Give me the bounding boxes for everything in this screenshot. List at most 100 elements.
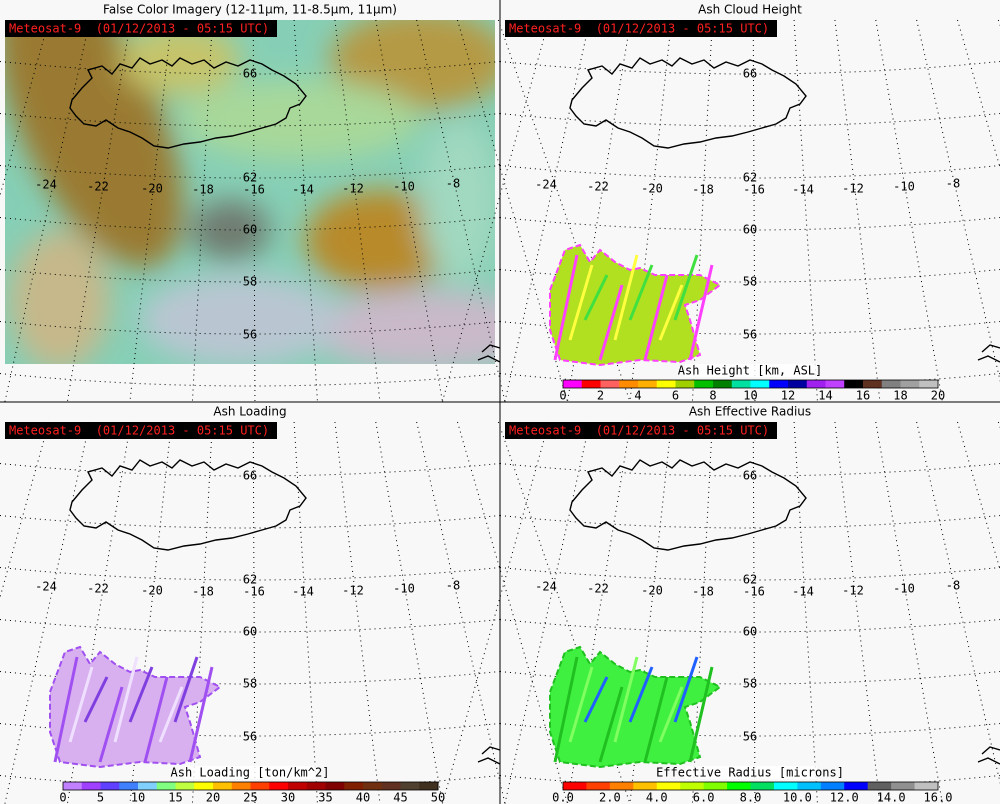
colorbar-tick-label: 2 (597, 389, 604, 403)
lon-label: -24 (535, 580, 557, 594)
graticule (499, 269, 1000, 283)
lat-label: 56 (743, 328, 757, 342)
ash-streak (598, 686, 624, 763)
lat-label: 62 (743, 171, 757, 185)
colorbar-tick-label: 5 (97, 791, 104, 804)
colorbar-tick-label: 40 (356, 791, 370, 804)
lat-label: 56 (243, 328, 257, 342)
colorbar-swatch (400, 782, 420, 790)
colorbar-label: Effective Radius [microns] (656, 766, 844, 780)
graticule (441, 19, 550, 403)
ash-streak (643, 274, 669, 361)
colorbar-swatch (638, 380, 658, 388)
lon-label: -16 (743, 585, 765, 599)
colorbar-tick-label: 4.0 (646, 791, 668, 804)
lat-label: 60 (243, 625, 257, 639)
colorbar-swatch (619, 380, 639, 388)
panel-title: Ash Effective Radius (689, 405, 811, 419)
colorbar-swatch (773, 782, 798, 790)
graticule (0, 61, 501, 75)
colorbar-tick-label: 6 (672, 389, 679, 403)
ash-streak (688, 264, 714, 361)
graticule (441, 421, 550, 804)
lon-label: -8 (946, 177, 960, 191)
graticule (0, 217, 501, 231)
colorbar-swatch (881, 380, 901, 388)
colorbar-tick-label: 10.0 (783, 791, 812, 804)
colorbar-tick-label: 10 (743, 389, 757, 403)
colorbar-swatch (563, 782, 587, 790)
coastline (69, 57, 307, 149)
lon-label: -12 (842, 584, 864, 598)
ash-streak (598, 284, 624, 361)
panel-title: Ash Loading (213, 405, 286, 419)
ash-streak (688, 666, 714, 763)
coastline (69, 459, 307, 551)
colorbar-label-bg (185, 766, 317, 779)
graticule (0, 321, 501, 335)
badge-bg (5, 20, 277, 37)
lat-label: 58 (743, 275, 757, 289)
ash-streak (113, 656, 139, 743)
lat-label: 62 (743, 573, 757, 587)
colorbar-swatch (633, 782, 658, 790)
coastline (477, 344, 501, 363)
graticule (499, 463, 1000, 477)
colorbar-tick-label: 0 (59, 791, 66, 804)
ash-streak (143, 676, 169, 763)
lon-label: -8 (446, 177, 460, 191)
colorbar-swatch (919, 380, 939, 388)
graticule (0, 671, 501, 685)
colorbar-label: Ash Loading [ton/km^2] (171, 766, 330, 780)
lon-label: -16 (243, 585, 265, 599)
ash-streak (188, 666, 214, 763)
ash-streak (173, 656, 199, 723)
lon-label: -16 (743, 183, 765, 197)
lat-label: 58 (243, 275, 257, 289)
lon-label: -22 (587, 180, 609, 194)
colorbar-swatch (119, 782, 139, 790)
lon-label: -20 (141, 182, 163, 196)
panel-title: Ash Cloud Height (698, 3, 802, 17)
ash-streak (83, 676, 109, 723)
timestamp-badge: Meteosat-9 (01/12/2013 - 05:15 UTC) (509, 22, 769, 36)
graticule (499, 321, 1000, 335)
coastline (977, 344, 1000, 363)
lon-label: -8 (946, 579, 960, 593)
lon-label: -18 (692, 585, 714, 599)
graticule (334, 421, 381, 804)
colorbar-swatch (600, 380, 620, 388)
lon-label: -22 (587, 582, 609, 596)
graticule (0, 723, 501, 737)
timestamp-badge: Meteosat-9 (01/12/2013 - 05:15 UTC) (9, 424, 269, 438)
ash-streak (673, 254, 699, 321)
graticule (0, 515, 501, 529)
colorbar-swatch (750, 380, 770, 388)
colorbar-tick-label: 16 (856, 389, 870, 403)
graticule (834, 19, 881, 403)
lon-label: -22 (87, 180, 109, 194)
ash-streak (613, 254, 639, 341)
colorbar-swatch (694, 380, 714, 388)
colorbar-swatch (863, 380, 883, 388)
lon-label: -18 (192, 585, 214, 599)
lat-label: 60 (243, 223, 257, 237)
lat-label: 56 (243, 730, 257, 744)
timestamp-badge: Meteosat-9 (01/12/2013 - 05:15 UTC) (9, 22, 269, 36)
lon-label: -10 (393, 582, 415, 596)
colorbar-swatch (288, 782, 308, 790)
colorbar-swatch (769, 380, 789, 388)
timestamp-badge: Meteosat-9 (01/12/2013 - 05:15 UTC) (509, 424, 769, 438)
graticule (0, 269, 501, 283)
lat-label: 66 (243, 469, 257, 483)
graticule (499, 515, 1000, 529)
colorbar-swatch (419, 782, 439, 790)
ash-streak (583, 274, 609, 321)
coastline (569, 459, 807, 551)
colorbar-swatch (900, 380, 920, 388)
colorbar-swatch (797, 782, 822, 790)
graticule (129, 19, 173, 403)
badge-bg (505, 20, 777, 37)
lon-label: -24 (535, 178, 557, 192)
colorbar-tick-label: 15 (168, 791, 182, 804)
